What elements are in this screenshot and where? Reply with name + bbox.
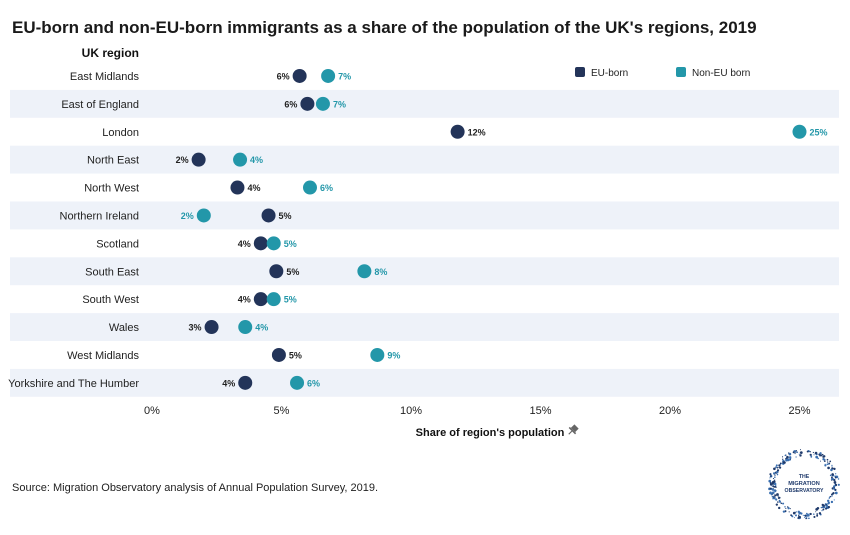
eu-born-point <box>204 320 219 335</box>
category-label: Wales <box>109 322 140 334</box>
non-eu-born-data-label: 6% <box>307 378 320 388</box>
eu-born-point <box>253 236 268 251</box>
category-label: South West <box>82 294 139 306</box>
non-eu-born-point <box>357 264 372 279</box>
category-label: North West <box>84 183 139 195</box>
eu-born-point <box>261 208 276 223</box>
non-eu-born-data-label: 8% <box>374 267 387 277</box>
eu-born-data-label: 12% <box>468 127 486 137</box>
non-eu-born-data-label: 6% <box>320 183 333 193</box>
non-eu-born-data-label: 5% <box>284 239 297 249</box>
eu-born-data-label: 5% <box>289 350 302 360</box>
non-eu-born-data-label: 25% <box>810 127 828 137</box>
eu-born-point <box>300 96 315 111</box>
eu-born-data-label: 4% <box>238 239 251 249</box>
logo-line-3: OBSERVATORY <box>785 488 824 494</box>
non-eu-born-data-label: 7% <box>338 71 351 81</box>
category-label: South East <box>85 266 139 278</box>
row-band <box>10 257 839 286</box>
category-label: Yorkshire and The Humber <box>8 378 139 390</box>
non-eu-born-point <box>290 375 305 390</box>
eu-born-data-label: 4% <box>222 378 235 388</box>
non-eu-born-data-label: 7% <box>333 99 346 109</box>
eu-born-data-label: 5% <box>279 211 292 221</box>
migration-observatory-logo-icon: THE MIGRATION OBSERVATORY <box>768 449 840 520</box>
x-tick-label: 0% <box>144 405 160 417</box>
category-label: Northern Ireland <box>60 210 140 222</box>
non-eu-born-data-label: 4% <box>250 155 263 165</box>
non-eu-born-point <box>266 292 281 307</box>
non-eu-born-point <box>238 320 253 335</box>
logo-line-2: MIGRATION <box>788 481 820 487</box>
eu-born-data-label: 6% <box>277 71 290 81</box>
eu-born-point <box>269 264 284 279</box>
logo-line-1: THE <box>799 474 810 480</box>
legend-swatch-eu-born <box>575 67 585 77</box>
non-eu-born-data-label: 2% <box>181 211 194 221</box>
eu-born-data-label: 4% <box>247 183 260 193</box>
non-eu-born-data-label: 9% <box>387 350 400 360</box>
category-label: East Midlands <box>70 71 140 83</box>
eu-born-data-label: 6% <box>284 99 297 109</box>
pin-icon <box>568 424 579 435</box>
eu-born-point <box>253 292 268 307</box>
non-eu-born-point <box>370 347 385 362</box>
non-eu-born-point <box>233 152 248 167</box>
non-eu-born-data-label: 4% <box>255 323 268 333</box>
non-eu-born-point <box>302 180 317 195</box>
eu-born-point <box>238 375 253 390</box>
category-label: East of England <box>61 99 139 111</box>
category-label: West Midlands <box>67 350 139 362</box>
row-band <box>10 145 839 174</box>
legend-label-eu-born: EU-born <box>591 68 628 79</box>
non-eu-born-point <box>315 96 330 111</box>
eu-born-data-label: 5% <box>286 267 299 277</box>
chart-title: EU-born and non-EU-born immigrants as a … <box>12 18 757 37</box>
source-note: Source: Migration Observatory analysis o… <box>12 482 379 494</box>
eu-born-data-label: 3% <box>189 323 202 333</box>
x-tick-label: 10% <box>400 405 422 417</box>
non-eu-born-data-label: 5% <box>284 295 297 305</box>
non-eu-born-point <box>266 236 281 251</box>
row-band <box>10 368 839 397</box>
x-tick-label: 15% <box>529 405 551 417</box>
eu-born-data-label: 2% <box>176 155 189 165</box>
x-axis-title: Share of region's population <box>416 427 565 439</box>
category-label: Scotland <box>96 238 139 250</box>
non-eu-born-point <box>196 208 211 223</box>
category-label: North East <box>87 155 139 167</box>
row-band <box>10 89 839 118</box>
x-tick-label: 25% <box>788 405 810 417</box>
category-label: London <box>102 127 139 139</box>
eu-born-point <box>292 68 307 83</box>
legend-label-non-eu-born: Non-EU born <box>692 68 750 79</box>
x-tick-label: 20% <box>659 405 681 417</box>
legend-swatch-non-eu-born <box>676 67 686 77</box>
eu-born-point <box>191 152 206 167</box>
x-tick-label: 5% <box>274 405 290 417</box>
row-band <box>10 201 839 230</box>
eu-born-data-label: 4% <box>238 295 251 305</box>
y-axis-title: UK region <box>82 46 139 60</box>
eu-born-point <box>230 180 245 195</box>
eu-born-point <box>450 124 465 139</box>
non-eu-born-point <box>792 124 807 139</box>
row-band <box>10 313 839 341</box>
eu-born-point <box>271 347 286 362</box>
non-eu-born-point <box>321 68 336 83</box>
